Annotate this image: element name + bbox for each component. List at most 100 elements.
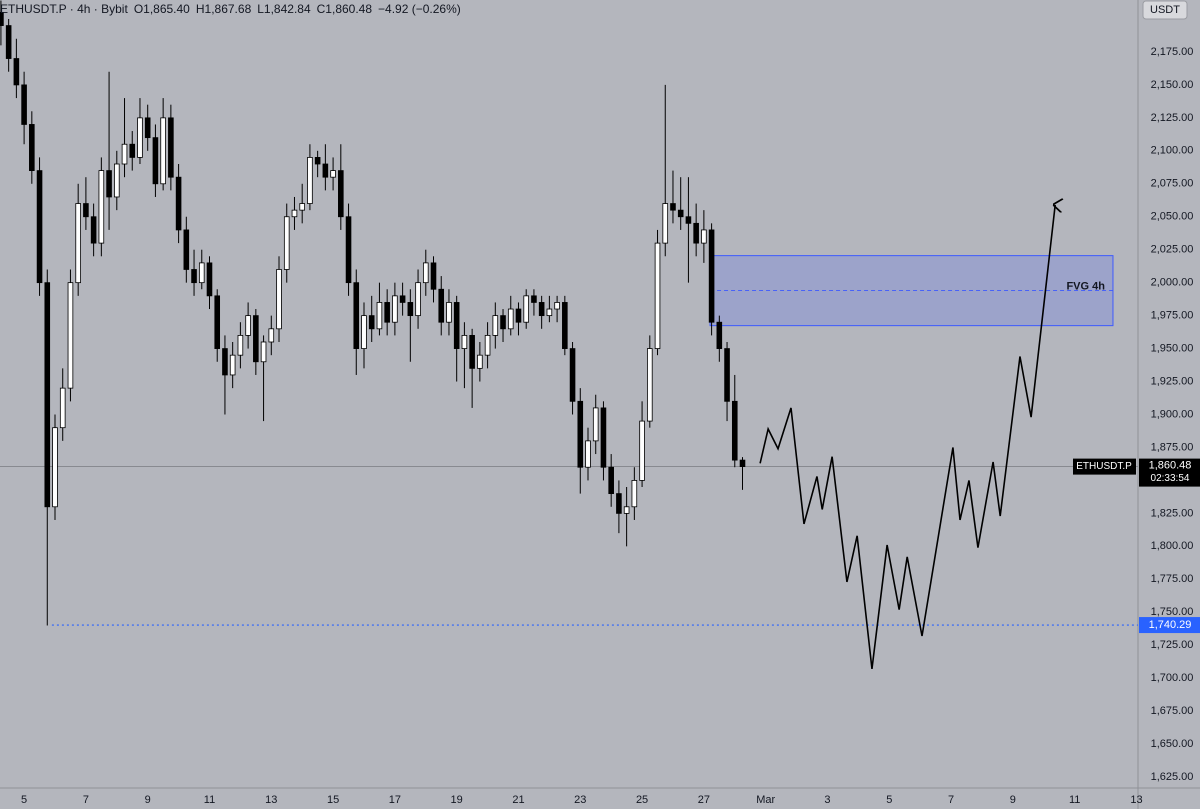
candle-body [399, 295, 406, 303]
fvg-label: FVG 4h [1066, 280, 1105, 292]
candle-body [168, 117, 174, 178]
candle-body [376, 302, 383, 330]
candle-body [152, 137, 159, 185]
candle-body [36, 170, 43, 284]
candle-body [724, 348, 730, 402]
candle-body [569, 348, 576, 402]
candle-body [198, 262, 205, 284]
x-tick-label: 21 [512, 794, 524, 806]
x-tick-label: 3 [824, 794, 830, 806]
candle-body [175, 176, 182, 231]
candle-body [422, 262, 429, 284]
candle-body [616, 493, 622, 514]
candle-body [670, 203, 676, 211]
y-tick-label: 2,050.00 [1151, 211, 1194, 223]
candle-body [446, 302, 452, 323]
last-price-tag-bg [1139, 458, 1200, 487]
candle-body [206, 262, 213, 297]
candle-body [353, 282, 360, 349]
x-tick-label: 25 [636, 794, 648, 806]
candle-body [144, 117, 151, 139]
candle-body [106, 170, 112, 198]
projection-path [759, 205, 1055, 670]
candle-body [546, 308, 553, 317]
symbol-info: ETHUSDT.P · 4h · Bybit [0, 2, 128, 16]
candle-body [662, 203, 669, 244]
candle-body [639, 420, 645, 481]
candle-body [283, 216, 290, 270]
candle-body [600, 407, 607, 468]
y-tick-label: 1,675.00 [1151, 705, 1194, 717]
y-tick-label: 1,975.00 [1151, 310, 1194, 322]
candle-body [5, 25, 12, 59]
ohlc-low: L1,842.84 [257, 2, 311, 16]
y-tick-label: 1,650.00 [1151, 738, 1194, 750]
candle-body [121, 143, 128, 165]
countdown: 02:33:54 [1151, 473, 1190, 484]
candle-body [13, 58, 20, 86]
candle-body [268, 328, 275, 343]
candle-body [523, 295, 529, 323]
y-tick-label: 2,025.00 [1151, 244, 1194, 256]
candle-body [708, 229, 715, 323]
fvg-zone [709, 255, 1114, 327]
candle-body [654, 242, 661, 349]
candle-body [59, 387, 66, 429]
candle-body [253, 315, 259, 363]
candle-body [237, 334, 244, 356]
candle-body [647, 348, 653, 422]
candle-body [29, 124, 35, 171]
candle-body [114, 163, 120, 198]
x-tick-label: 7 [83, 794, 89, 806]
x-tick-label: 13 [1130, 794, 1142, 806]
x-tick-label: 23 [574, 794, 586, 806]
candle-body [384, 302, 390, 323]
candle-body [52, 427, 58, 508]
x-tick-label: 7 [948, 794, 954, 806]
candle-body [83, 203, 89, 218]
candle-body [592, 407, 599, 442]
candle-body [368, 315, 375, 330]
x-tick-label: 13 [265, 794, 277, 806]
candle-body [314, 157, 321, 165]
candle-body [307, 157, 313, 204]
candle-body [260, 341, 267, 363]
y-tick-label: 1,750.00 [1151, 606, 1194, 618]
candle-body [229, 354, 236, 376]
ohlc-open: O1,865.40 [133, 2, 190, 16]
y-tick-label: 2,075.00 [1151, 178, 1194, 190]
x-tick-label: 9 [1010, 794, 1016, 806]
x-tick-label: 17 [389, 794, 401, 806]
candle-body [693, 222, 699, 244]
candle-body [739, 459, 746, 468]
level-tag: 1,740.29 [1149, 619, 1192, 631]
last-price-tag: 1,860.48 [1149, 460, 1192, 472]
x-tick-label: 19 [451, 794, 463, 806]
y-tick-label: 1,825.00 [1151, 507, 1194, 519]
ohlc-high: H1,867.68 [195, 2, 252, 16]
y-tick-label: 1,925.00 [1151, 375, 1194, 387]
candle-body [245, 315, 251, 336]
y-tick-label: 1,700.00 [1151, 672, 1194, 684]
candle-body [484, 334, 491, 356]
candle-body [330, 170, 336, 178]
candle-body [477, 354, 483, 369]
y-tick-label: 2,175.00 [1151, 46, 1194, 58]
candle-body [21, 84, 27, 125]
candle-body [338, 170, 344, 218]
candle-body [291, 209, 298, 218]
candle-body [538, 302, 545, 317]
candle-body [515, 308, 522, 323]
candle-body [507, 308, 514, 330]
x-tick-label: 27 [698, 794, 710, 806]
x-tick-label: 11 [204, 794, 215, 806]
y-tick-label: 1,950.00 [1151, 342, 1194, 354]
candle-body [469, 334, 475, 369]
candle-body [631, 480, 638, 508]
candle-body [361, 315, 367, 349]
candle-body [345, 216, 352, 284]
candle-body [214, 295, 221, 349]
currency-bg [1142, 0, 1188, 20]
